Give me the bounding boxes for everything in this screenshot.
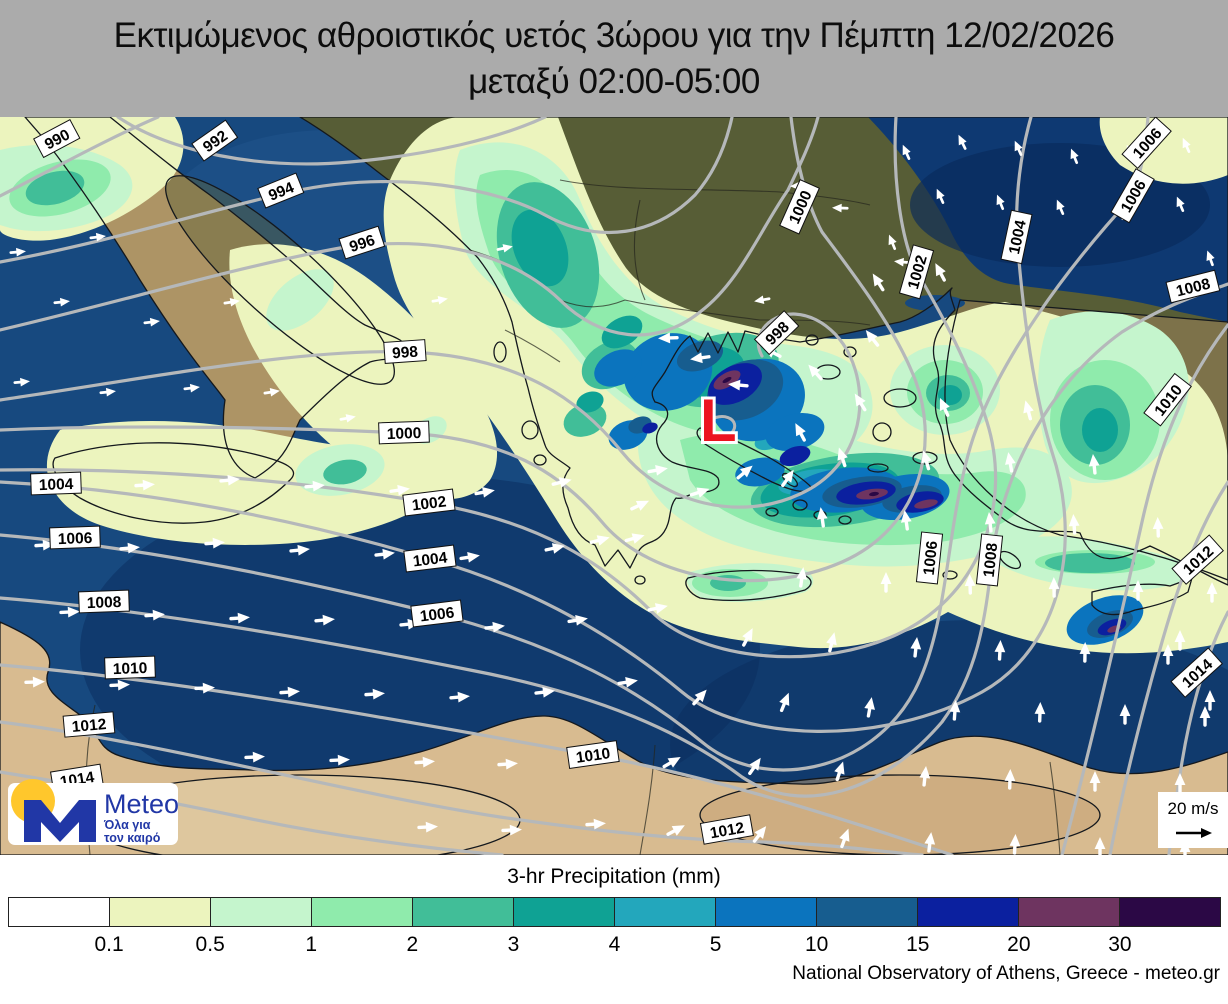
isobar-label: 1006 [915, 531, 944, 585]
legend-title: 3-hr Precipitation (mm) [507, 865, 721, 888]
colorbar-cell [1120, 898, 1220, 926]
isobar-label: 1006 [49, 525, 101, 550]
svg-text:1006: 1006 [58, 530, 93, 548]
logo-wordmark: Meteo [104, 789, 179, 819]
coastline [521, 420, 539, 440]
coastline [765, 507, 779, 517]
colorbar-tick-label: 15 [906, 933, 930, 956]
coastline [872, 422, 892, 442]
isobar-label: 1012 [699, 814, 754, 845]
isobar-label: 1002 [402, 488, 456, 517]
colorbar-cell [615, 898, 716, 926]
colorbar-cell [110, 898, 211, 926]
coastline [533, 454, 547, 466]
svg-text:1004: 1004 [1006, 218, 1030, 256]
colorbar-cell [817, 898, 918, 926]
colorbar-tick-label: 10 [804, 933, 829, 956]
isobar-label: 1004 [403, 544, 457, 573]
svg-text:1004: 1004 [412, 549, 449, 570]
isobar-label: 992 [191, 119, 239, 162]
colorbar-cell [312, 898, 413, 926]
svg-text:1004: 1004 [39, 476, 74, 494]
coastline [867, 463, 889, 473]
map-title-line1: Εκτιμώμενος αθροιστικός υετός 3ώρου για … [113, 16, 1115, 56]
svg-text:1010: 1010 [575, 745, 612, 767]
logo-tagline-2: τον καιρό [104, 831, 161, 845]
isobar-label: 1012 [62, 711, 116, 738]
coastline [52, 442, 295, 524]
coastline [699, 774, 1101, 855]
svg-text:1000: 1000 [387, 425, 422, 443]
coastline [634, 575, 646, 585]
colorbar-tick-label: 30 [1108, 933, 1132, 956]
coastline [805, 334, 819, 346]
svg-text:1008: 1008 [87, 594, 122, 612]
isobar-label: 1008 [78, 589, 130, 614]
colorbar-cell [9, 898, 110, 926]
svg-text:1008: 1008 [981, 542, 1002, 578]
logo-m-icon [24, 800, 96, 842]
weather-map: 990 992 994 996 998 998 1000 1000 1002 1002 1004 10… [0, 117, 1228, 855]
isobar-label: 996 [338, 225, 386, 260]
coastline [685, 569, 812, 601]
coastline [493, 341, 507, 363]
coastline [165, 175, 395, 385]
coastline [792, 499, 808, 511]
colorbar-cell [716, 898, 817, 926]
svg-text:1012: 1012 [71, 716, 107, 736]
coastline [781, 472, 799, 488]
isobar-label: 998 [383, 339, 427, 364]
isobar-label: 1008 [975, 533, 1004, 587]
colorbar-tick-label: 0.1 [94, 933, 124, 956]
svg-text:1006: 1006 [921, 540, 942, 576]
low-pressure-marker: L [700, 387, 737, 454]
colorbar-ticks: 0.1 0.5 1 2 3 4 5 10 15 20 30 [8, 933, 1221, 959]
isobar-label: 1010 [104, 655, 156, 680]
coastline [24, 117, 416, 479]
colorbar-tick-label: 0.5 [195, 933, 225, 956]
colorbar-cell [1019, 898, 1120, 926]
colorbar-cell [211, 898, 312, 926]
wind-scale-label: 20 m/s [1167, 799, 1218, 818]
colorbar-cell [514, 898, 615, 926]
isobar-label: 1010 [566, 740, 620, 769]
isobar-label: 1004 [1000, 209, 1033, 265]
precipitation-layer [0, 117, 1228, 654]
svg-text:1010: 1010 [113, 660, 148, 678]
colorbar-tick-label: 4 [608, 933, 621, 956]
svg-text:1006: 1006 [419, 604, 456, 625]
coastline [838, 515, 852, 525]
coastline [942, 570, 958, 580]
isobar-label: 1006 [410, 599, 464, 628]
svg-text:998: 998 [392, 344, 419, 363]
colorbar-tick-label: 2 [406, 933, 419, 956]
coastline [883, 388, 917, 408]
svg-text:1002: 1002 [411, 493, 447, 514]
colorbar-cell [413, 898, 514, 926]
map-title-line2: μεταξύ 02:00-05:00 [468, 61, 760, 101]
legend-area: 3-hr Precipitation (mm) 0.1 0.5 1 2 3 4 5 10 15 2… [0, 855, 1228, 1004]
attribution: National Observatory of Athens, Greece -… [792, 963, 1220, 984]
coastline [696, 427, 813, 492]
colorbar-tick-label: 3 [507, 933, 520, 956]
colorbar-tick-label: 5 [709, 933, 722, 956]
meteo-logo[interactable]: Meteo Όλα για τον καιρό [8, 779, 179, 845]
colorbar [8, 897, 1221, 927]
coastline [1091, 577, 1193, 616]
coastline [299, 117, 1228, 586]
logo-tagline-1: Όλα για [103, 818, 151, 832]
colorbar-tick-label: 20 [1007, 933, 1031, 956]
weather-map-svg: 990 9929949969989981000100010021002100410… [0, 117, 1228, 855]
title-bar: Εκτιμώμενος αθροιστικός υετός 3ώρου για … [0, 0, 1228, 117]
colorbar-tick-label: 1 [305, 933, 318, 956]
colorbar-cell [918, 898, 1019, 926]
svg-text:1012: 1012 [709, 820, 746, 843]
isobar-label: 1004 [30, 471, 82, 496]
wind-scale: 20 m/s [1158, 792, 1228, 848]
isobar-label: 1000 [378, 420, 430, 445]
